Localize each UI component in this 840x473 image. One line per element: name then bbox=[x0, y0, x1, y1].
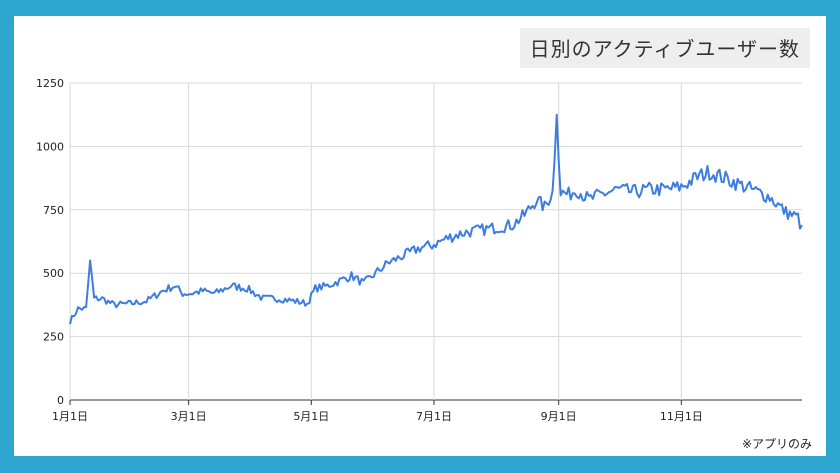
x-tick-label: 9月1日 bbox=[541, 410, 577, 423]
y-tick-label: 250 bbox=[43, 331, 64, 344]
y-tick-label: 500 bbox=[43, 267, 64, 280]
y-tick-label: 1000 bbox=[36, 140, 64, 153]
series-line bbox=[69, 113, 803, 325]
x-tick-label: 1月1日 bbox=[52, 410, 88, 423]
y-tick-label: 750 bbox=[43, 204, 64, 217]
y-tick-label: 1250 bbox=[36, 77, 64, 90]
chart-panel: 日別のアクティブユーザー数 ※アプリのみ bbox=[14, 16, 826, 456]
chart-note: ※アプリのみ bbox=[741, 437, 812, 451]
x-tick-label: 5月1日 bbox=[293, 410, 329, 423]
x-tick-label: 7月1日 bbox=[416, 410, 452, 423]
y-tick-label: 0 bbox=[57, 394, 64, 407]
x-tick-label: 11月1日 bbox=[660, 410, 703, 423]
chart-title: 日別のアクティブユーザー数 bbox=[519, 28, 810, 68]
x-tick-label: 3月1日 bbox=[171, 410, 207, 423]
